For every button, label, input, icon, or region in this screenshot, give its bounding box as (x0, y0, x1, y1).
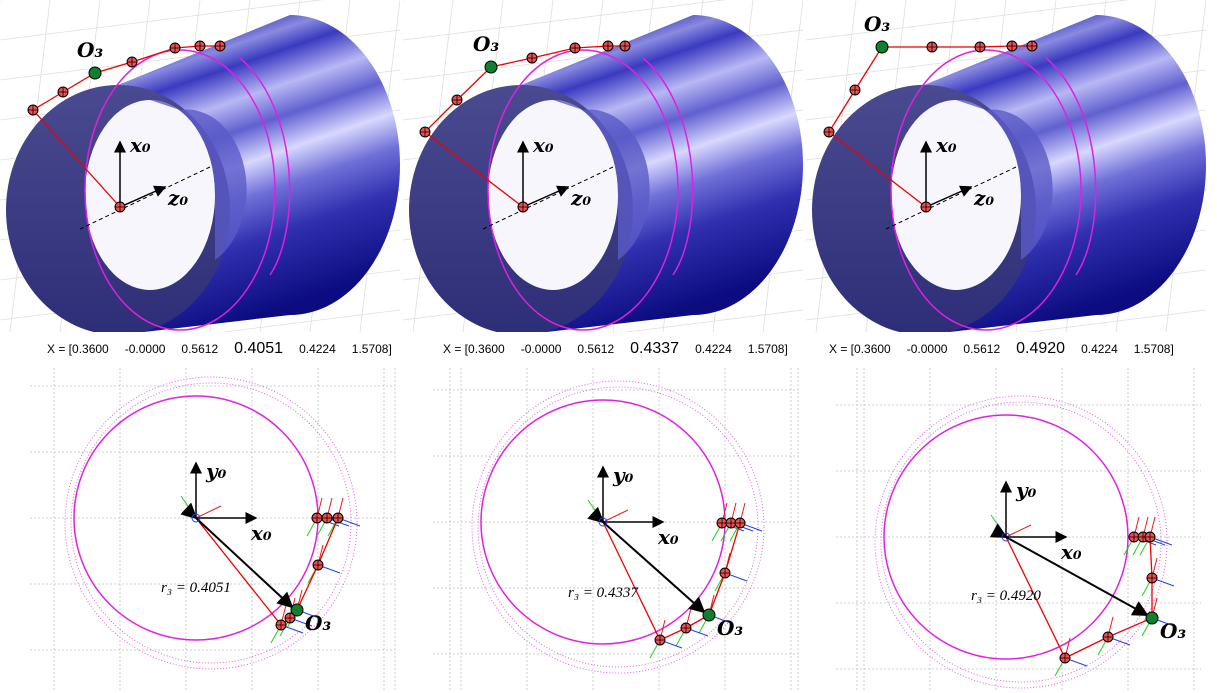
z0-label: z₀ (570, 186, 591, 210)
caption-value: X = [0.3600 (829, 342, 891, 356)
caption-value: 0.4051 (234, 340, 283, 358)
caption-value: 0.5612 (577, 342, 614, 356)
y0-label: y₀ (205, 459, 227, 483)
x0-label: x₀ (250, 521, 272, 545)
o3-point (876, 41, 888, 53)
caption-value: 0.4224 (299, 342, 336, 356)
state-caption: X = [0.3600 -0.0000 0.5612 0.4920 0.4224 1.57… (829, 340, 1174, 358)
x0-label: x₀ (657, 525, 679, 549)
caption-value: 1.5708] (352, 342, 392, 356)
caption-value: 0.4224 (1081, 342, 1118, 356)
caption-value: X = [0.3600 (47, 342, 109, 356)
caption-value: 1.5708] (1134, 342, 1174, 356)
r3-label: r₃ = 0.4920 (971, 588, 1041, 604)
o3-label: O₃ (864, 12, 890, 36)
outer-dotted-circle (881, 402, 1161, 682)
o3-label: O₃ (717, 616, 743, 640)
o3-label: O₃ (77, 38, 103, 62)
hole-inside (85, 100, 215, 290)
caption-value: 0.4224 (695, 342, 732, 356)
figure: O₃ x₀ z₀ y₀ x₀ O₃ r₃ = 0.4051 O₃ x₀ z₀ y₀ x₀ O₃ r₃ = … (0, 0, 1217, 693)
outer-dotted-circle (478, 387, 758, 667)
cylinder-view (363, 0, 803, 360)
z0-label: z₀ (973, 186, 994, 210)
y0-label: y₀ (1015, 478, 1037, 502)
o3-label: O₃ (1160, 619, 1186, 643)
r3-label: r₃ = 0.4337 (568, 585, 639, 601)
caption-value: 0.5612 (181, 342, 218, 356)
x0-label: x₀ (129, 133, 151, 157)
caption-value: X = [0.3600 (443, 342, 505, 356)
o3-point (1146, 612, 1158, 624)
caption-value: -0.0000 (125, 342, 166, 356)
outer-dotted-circle (875, 396, 1167, 688)
caption-value: -0.0000 (907, 342, 948, 356)
x0-label: x₀ (935, 133, 957, 157)
o3-point (485, 61, 497, 73)
o3-point (89, 67, 101, 79)
r3-label: r₃ = 0.4051 (161, 580, 231, 596)
caption-value: 0.4920 (1016, 340, 1065, 358)
o3-label: O₃ (473, 32, 499, 56)
cylinder-view (0, 0, 400, 360)
state-caption: X = [0.3600 -0.0000 0.5612 0.4337 0.4224 1.57… (443, 340, 788, 358)
cylinder-view (766, 0, 1206, 360)
x0-label: x₀ (532, 133, 554, 157)
o3-label: O₃ (305, 611, 331, 635)
caption-value: 1.5708] (748, 342, 788, 356)
x0-label: x₀ (1060, 540, 1082, 564)
o3-point (703, 609, 715, 621)
caption-value: -0.0000 (521, 342, 562, 356)
y0-label: y₀ (612, 463, 634, 487)
z0-label: z₀ (167, 186, 188, 210)
caption-value: 0.5612 (963, 342, 1000, 356)
caption-value: 0.4337 (630, 340, 679, 358)
state-caption: X = [0.3600 -0.0000 0.5612 0.4051 0.4224 1.57… (47, 340, 392, 358)
